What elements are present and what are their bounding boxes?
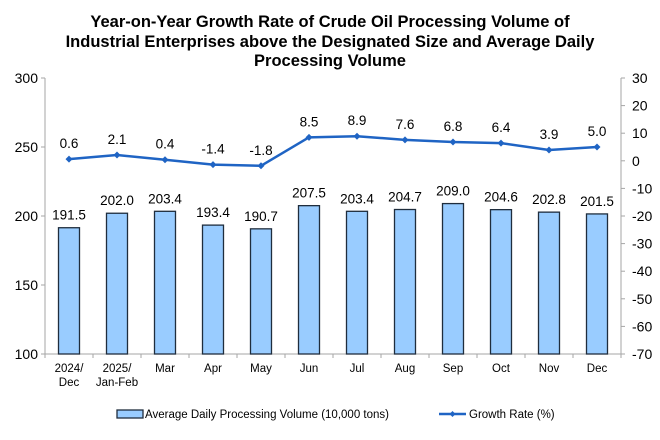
bar	[345, 210, 369, 355]
bar	[585, 213, 609, 355]
line-point-marker	[257, 162, 265, 170]
line-data-label: 2.1	[108, 132, 127, 147]
bar-data-label: 193.4	[196, 205, 230, 220]
right-axis-tick-label: -20	[632, 208, 652, 224]
left-axis-tick-label: 150	[15, 277, 39, 293]
line-point-marker	[401, 136, 409, 144]
line-point-marker	[65, 155, 73, 163]
chart-title-line-3: Processing Volume	[254, 52, 406, 70]
right-axis-tick-label: 30	[632, 70, 648, 86]
x-axis-tick-label: Jan-Feb	[96, 377, 138, 389]
line-point-marker	[353, 132, 361, 140]
line-data-label: 6.8	[444, 119, 463, 134]
bar	[201, 224, 225, 355]
right-axis-tick-label: 0	[632, 153, 640, 169]
line-point-marker	[545, 146, 553, 154]
bar	[489, 209, 513, 355]
bar-data-label: 204.7	[388, 190, 422, 205]
line-data-label: 3.9	[540, 127, 559, 142]
line-point-marker	[449, 138, 457, 146]
bar-series	[57, 202, 609, 355]
x-axis-tick-label: Jul	[350, 363, 365, 375]
line-point-marker	[113, 151, 121, 159]
left-axis-tick-label: 200	[15, 208, 39, 224]
bar-data-label: 201.5	[580, 194, 614, 209]
bar-data-label: 190.7	[244, 209, 278, 224]
legend-label-line: Growth Rate (%)	[469, 409, 555, 421]
x-axis-tick-label: Dec	[59, 377, 80, 389]
bar-data-label: 191.5	[52, 208, 86, 223]
bar	[441, 202, 465, 355]
line-series	[65, 132, 601, 170]
line-data-label: 8.9	[348, 113, 367, 128]
bar	[249, 228, 273, 355]
line-data-label: 6.4	[492, 120, 511, 135]
bar-data-label: 207.5	[292, 186, 326, 201]
line-point-marker	[497, 139, 505, 147]
bar	[537, 211, 561, 355]
x-axis-tick-label: May	[250, 363, 272, 375]
bar-data-label: 203.4	[148, 191, 182, 206]
bar	[393, 208, 417, 355]
right-axis-tick-label: -60	[632, 318, 652, 334]
left-axis-tick-label: 250	[15, 139, 39, 155]
x-axis-tick-label: Aug	[395, 363, 415, 375]
right-axis-tick-label: -10	[632, 180, 652, 196]
bar-data-label: 202.0	[100, 193, 134, 208]
line-data-label: 5.0	[588, 124, 607, 139]
right-axis-tick-label: -70	[632, 346, 652, 362]
line-data-label: -1.4	[201, 142, 225, 157]
chart-title-line-2: Industrial Enterprises above the Designa…	[66, 33, 596, 51]
x-axis-tick-label: Nov	[539, 363, 560, 375]
left-axis-tick-label: 100	[15, 346, 39, 362]
line-data-label: -1.8	[249, 143, 272, 158]
bar-data-label: 203.4	[340, 191, 374, 206]
x-axis-tick-label: Apr	[204, 363, 222, 375]
line-data-label: 7.6	[396, 117, 415, 132]
line-data-label: 8.5	[300, 114, 319, 129]
right-axis-tick-label: -40	[632, 263, 652, 279]
bar-data-label: 209.0	[436, 184, 470, 199]
legend: Average Daily Processing Volume (10,000 …	[116, 409, 555, 421]
line-data-label: 0.6	[60, 136, 79, 151]
x-axis-tick-label: 2025/	[103, 363, 133, 375]
bar-data-label: 202.8	[532, 192, 566, 207]
legend-label-bar: Average Daily Processing Volume (10,000 …	[145, 409, 389, 421]
line-point-marker	[161, 156, 169, 164]
right-axis-tick-label: -30	[632, 236, 652, 252]
x-axis-tick-label: Mar	[155, 363, 175, 375]
data-labels: 191.5 202.0 203.4 193.4 190.7 207.5 203.4 204.7…	[52, 113, 614, 224]
line-point-marker	[305, 133, 313, 141]
x-axis-tick-label: Oct	[492, 363, 511, 375]
legend-swatch-bar	[116, 409, 144, 419]
x-axis-tick-label: 2024/	[55, 363, 85, 375]
right-axis-tick-label: 10	[632, 125, 648, 141]
line-data-label: 0.4	[156, 137, 175, 152]
growth-rate-line	[68, 134, 598, 168]
bar	[153, 210, 177, 355]
right-axis-tick-label: 20	[632, 98, 648, 114]
right-axis-tick-label: -50	[632, 291, 652, 307]
x-axis-tick-label: Jun	[300, 363, 319, 375]
bar	[57, 227, 81, 355]
x-axis-tick-label: Dec	[587, 363, 608, 375]
legend-marker-diamond	[449, 411, 456, 417]
chart-title: Year-on-Year Growth Rate of Crude Oil Pr…	[66, 13, 596, 70]
axes: 3002502001501003020100-10-20-30-40-50-60…	[15, 70, 653, 389]
bar	[105, 212, 129, 355]
line-point-marker	[593, 143, 601, 151]
x-axis-tick-label: Sep	[443, 363, 463, 375]
bar	[297, 204, 321, 355]
line-point-marker	[209, 161, 217, 169]
bar-data-label: 204.6	[484, 190, 518, 205]
left-axis-tick-label: 300	[15, 70, 39, 86]
chart-title-line-1: Year-on-Year Growth Rate of Crude Oil Pr…	[90, 13, 570, 31]
